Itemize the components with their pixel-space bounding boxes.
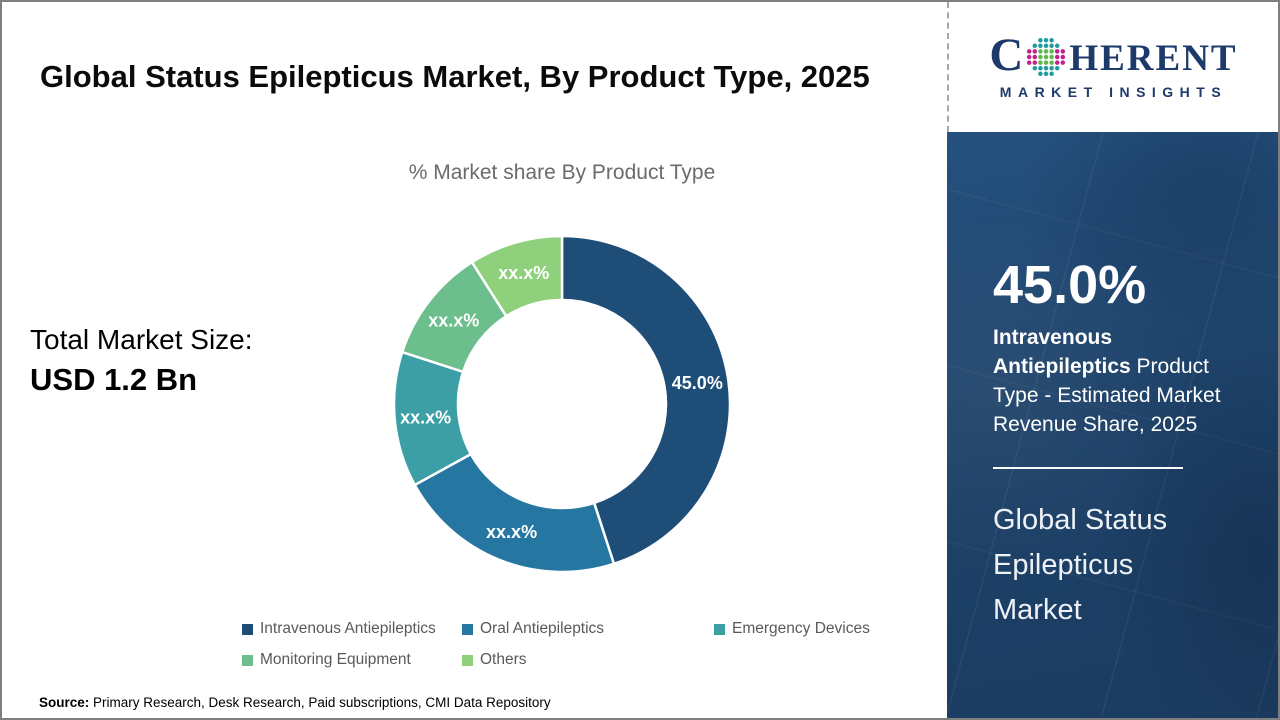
legend-swatch xyxy=(462,623,473,635)
highlight-panel: 45.0% Intravenous Antiepileptics Product… xyxy=(947,132,1278,718)
legend-item: Intravenous Antiepileptics xyxy=(242,620,462,638)
coherent-wordmark: C HERENT xyxy=(989,29,1238,82)
legend-label: Intravenous Antiepileptics xyxy=(260,620,436,637)
legend-item: Monitoring Equipment xyxy=(242,651,462,669)
logo-letters-herent: HERENT xyxy=(1069,38,1238,80)
source-line: Source: Primary Research, Desk Research,… xyxy=(39,695,551,710)
chart-legend: Intravenous Antiepileptics Oral Antiepile… xyxy=(234,620,924,669)
logo-letter-c: C xyxy=(989,29,1024,82)
source-text: Primary Research, Desk Research, Paid su… xyxy=(89,695,551,710)
market-size-value: USD 1.2 Bn xyxy=(30,362,198,397)
slice-label: 45.0% xyxy=(672,373,723,393)
highlight-stat-value: 45.0% xyxy=(993,255,1147,315)
slice-label: xx.x% xyxy=(428,311,479,331)
highlight-stat-description: Intravenous Antiepileptics Product Type … xyxy=(993,324,1244,440)
slice-label: xx.x% xyxy=(486,522,537,542)
donut-slice xyxy=(470,234,564,318)
coherent-logo: C HERENT MARKET INSIGHTS xyxy=(947,2,1278,132)
legend-item: Others xyxy=(462,651,582,669)
donut-slice xyxy=(560,234,732,566)
coherent-globe-icon xyxy=(1027,37,1066,76)
chart-title: % Market share By Product Type xyxy=(408,161,716,184)
market-size-label: Total Market Size: xyxy=(30,324,253,355)
legend-label: Emergency Devices xyxy=(732,620,870,637)
page-title: Global Status Epilepticus Market, By Pro… xyxy=(40,58,870,94)
source-label: Source: xyxy=(39,695,90,710)
highlight-stat-rest: Product Type - Estimated Market Revenue … xyxy=(993,354,1221,436)
slice-label: xx.x% xyxy=(498,263,549,283)
legend-swatch xyxy=(242,623,253,635)
legend-label: Oral Antiepileptics xyxy=(480,620,605,637)
highlight-stat-bold: Intravenous Antiepileptics xyxy=(993,326,1131,378)
legend-label: Others xyxy=(480,651,527,668)
legend-label: Monitoring Equipment xyxy=(260,651,411,668)
panel-market-title: Global Status Epilepticus Market xyxy=(993,503,1168,626)
donut-slice xyxy=(413,452,616,574)
logo-subtitle: MARKET INSIGHTS xyxy=(999,83,1228,100)
donut-chart: 45.0% xx.x% xx.x% xx.x% xx.x% xyxy=(392,234,732,574)
legend-item: Oral Antiepileptics xyxy=(462,620,714,638)
slice-label: xx.x% xyxy=(400,407,451,427)
legend-swatch xyxy=(462,654,473,666)
panel-divider xyxy=(993,466,1183,469)
legend-swatch xyxy=(714,623,725,635)
highlight-panel-content: 45.0% Intravenous Antiepileptics Product… xyxy=(947,132,1278,633)
legend-swatch xyxy=(242,654,253,666)
total-market-size: Total Market Size: USD 1.2 Bn xyxy=(30,324,253,398)
legend-item: Emergency Devices xyxy=(714,620,894,638)
